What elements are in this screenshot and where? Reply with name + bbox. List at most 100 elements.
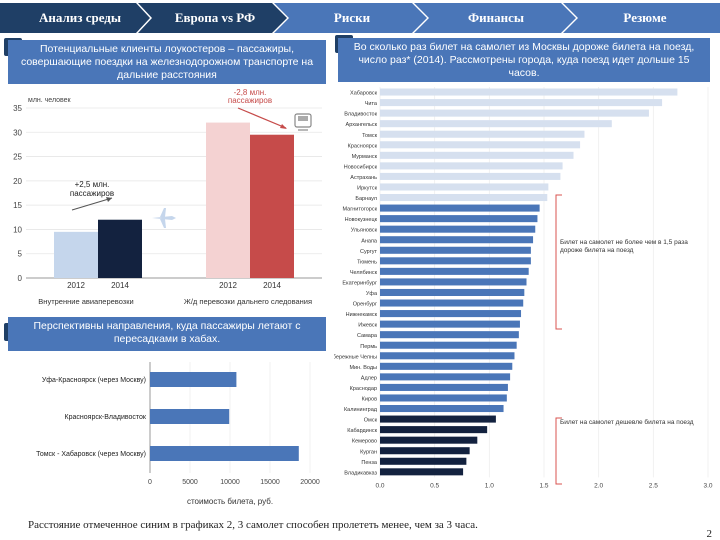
chart1-category-1-1: 2014 (263, 281, 281, 290)
chart2-bar-2 (380, 109, 649, 117)
chart2-xtick-5: 2.5 (649, 482, 658, 489)
chart2-bar-34 (380, 447, 470, 455)
chart2-annotation-0: Билет на самолет не более чем в 1,5 раза… (560, 238, 690, 254)
chart2-bar-16 (380, 257, 531, 265)
chart1-ytick-5: 25 (13, 153, 22, 162)
chart2-xtick-4: 2.0 (594, 482, 603, 489)
chart2-category-6: Мурманск (352, 154, 378, 160)
chart2-bracket-0 (555, 194, 562, 330)
chart2-category-35: Пенза (361, 460, 378, 466)
chart2-bar-22 (380, 320, 520, 328)
chart2-bar-12 (380, 215, 538, 223)
nav-shape-3[interactable] (414, 3, 576, 33)
chart3-xtick-4: 20000 (300, 479, 320, 486)
chart1-annotation-1: -2,8 млн. (234, 88, 267, 97)
chart2-category-31: Омск (364, 418, 378, 424)
panel-1-title: Потенциальные клиенты лоукостеров – пасс… (8, 40, 326, 84)
nav-shape-4[interactable] (563, 3, 720, 33)
chart2-category-28: Краснодар (350, 386, 377, 392)
nav-shape-2[interactable] (274, 3, 427, 33)
chart1-category-1-0: 2012 (219, 281, 237, 290)
chart3-xtick-1: 5000 (182, 479, 198, 486)
chart2-category-3: Архангельск (346, 122, 378, 128)
chart3-bar-2 (150, 446, 299, 461)
chart1-category-0-1: 2014 (111, 281, 129, 290)
chart3-bar-0 (150, 372, 237, 387)
chart2-bar-4 (380, 130, 585, 138)
chart2-category-1: Чита (365, 101, 378, 107)
chart1-ytick-7: 35 (13, 104, 22, 113)
chart2-category-29: Киров (362, 397, 377, 403)
chart2-bar-10 (380, 194, 548, 202)
chart1-bar-1-0 (206, 122, 250, 278)
chart3-xtick-3: 15000 (260, 479, 280, 486)
nav-shape-1[interactable] (138, 3, 287, 33)
chart2-bar-5 (380, 141, 581, 149)
chart2-bracket-1 (555, 417, 562, 485)
chart2-category-24: Пермь (360, 344, 377, 350)
chart2-bar-29 (380, 394, 507, 402)
chart2-category-8: Астрахань (350, 175, 377, 181)
plane-icon (152, 208, 176, 228)
chart2-bar-13 (380, 225, 536, 233)
chart1-ylabel: млн. человек (28, 97, 72, 104)
chart2-bar-32 (380, 426, 488, 434)
nav-bar: Анализ среды Европа vs РФ Риски Финансы … (0, 0, 720, 36)
chart2-category-16: Тюмень (357, 259, 377, 265)
chart2-category-26: Мин. Воды (349, 365, 377, 371)
chart2-bar-26 (380, 362, 513, 370)
chart2-annotation-0-line-1: Билет на самолет не более чем в 1,5 раза (560, 238, 688, 246)
nav-shape-0[interactable] (0, 3, 150, 33)
chart2-xtick-0: 0.0 (375, 482, 384, 489)
passenger-traffic-chart: млн. человек 0 5 10 15 20 25 30 35 2012 2014 2012… (13, 88, 322, 306)
chart2-category-2: Владивосток (344, 112, 377, 118)
panel-3-title: Перспективны направления, куда пассажиры… (8, 317, 326, 351)
panel-2-title: Во сколько раз билет на самолет из Москв… (338, 38, 710, 82)
chart2-bar-15 (380, 246, 531, 254)
chart1-annotation-0: +2,5 млн. (75, 180, 110, 189)
chart2-category-27: Адлер (361, 375, 377, 381)
chart2-bar-7 (380, 162, 563, 170)
chart1-ytick-3: 15 (13, 201, 22, 210)
chart2-bar-36 (380, 468, 464, 476)
chart2-category-23: Самара (357, 333, 378, 339)
chart1-bar-0-0 (54, 231, 98, 278)
chart2-bar-8 (380, 172, 561, 180)
chart1-arrow-up (71, 197, 113, 211)
nav-tab-summary[interactable]: Резюме (623, 10, 667, 25)
chart2-category-18: Екатеринбург (342, 280, 377, 286)
chart2-category-32: Кабардинск (347, 428, 377, 434)
nav-tab-risks[interactable]: Риски (333, 10, 371, 25)
chart2-bar-11 (380, 204, 540, 212)
page-number: 2 (706, 528, 713, 540)
chart3-xtick-0: 0 (148, 479, 152, 486)
chart2-bar-25 (380, 352, 515, 360)
chart2-annotation-0-line-2: дороже билета на поезд (560, 246, 634, 254)
chart1-arrow-up-head (106, 197, 112, 202)
chart2-category-7: Новосибирск (344, 164, 378, 170)
nav-tab-finance[interactable]: Финансы (467, 10, 525, 25)
chart1-ytick-1: 5 (18, 250, 23, 259)
chart3-xlabel: стоимость билета, руб. (187, 497, 273, 506)
chart2-annotation-1-line-1: Билет на самолет дешевле билета на поезд (560, 418, 694, 426)
chart2-category-11: Магнитогорск (343, 207, 378, 213)
chart2-xtick-3: 1.5 (539, 482, 548, 489)
chart2-bar-14 (380, 236, 534, 244)
chart1-ytick-2: 10 (13, 225, 22, 234)
chart1-arrow-down (237, 107, 287, 129)
chart1-bar-1-1 (250, 134, 294, 278)
chart2-bar-6 (380, 151, 574, 159)
chart2-bar-21 (380, 310, 522, 318)
chart2-category-9: Иркутск (357, 186, 377, 192)
nav-tab-europe-vs-rf[interactable]: Европа vs РФ (174, 10, 256, 25)
chart2-bar-30 (380, 405, 504, 413)
nav-tab-environment[interactable]: Анализ среды (38, 10, 122, 25)
chart2-category-20: Оренбург (353, 302, 377, 308)
chart2-category-17: Челябинск (350, 270, 378, 276)
chart2-annotation-1: Билет на самолет дешевле билета на поезд (560, 418, 694, 426)
chart2-bar-33 (380, 436, 478, 444)
chart2-xtick-6: 3.0 (703, 482, 712, 489)
chart2-bar-9 (380, 183, 549, 191)
nav-arrows (0, 3, 720, 33)
chart1-group-label-1: Ж/д перевозки дальнего следования (184, 297, 312, 306)
